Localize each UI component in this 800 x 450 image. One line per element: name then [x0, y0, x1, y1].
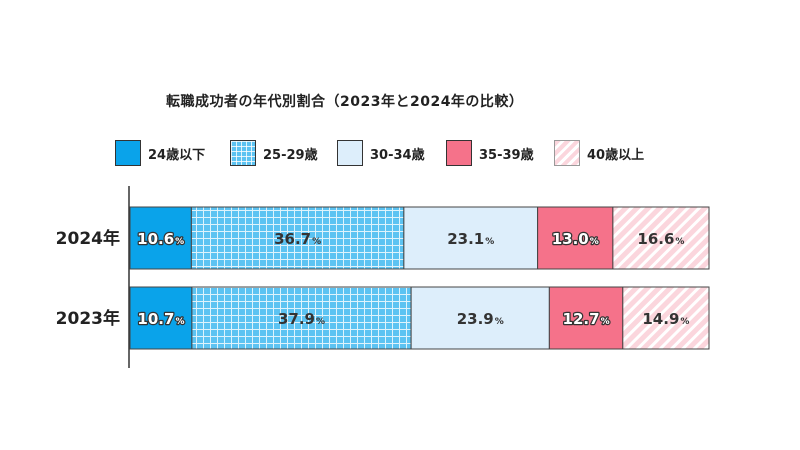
data-label-under-24-0: 10.6% — [137, 230, 184, 248]
bar-under-24-0 — [129, 206, 192, 270]
data-label-40-plus-1: 14.9% — [642, 310, 689, 328]
legend-item-40-plus: 40歳以上 — [554, 140, 644, 166]
bar-under-24-1 — [129, 286, 193, 350]
legend-item-25-29: 25-29歳 — [230, 140, 318, 166]
legend-label-30-34: 30-34歳 — [370, 147, 425, 163]
bar-40-plus-0 — [612, 206, 710, 270]
row-label-0: 2024年 — [56, 228, 120, 249]
chart-title: 転職成功者の年代別割合（2023年と2024年の比較） — [166, 94, 524, 110]
data-label-30-34-1: 23.9% — [457, 310, 504, 328]
legend-label-25-29: 25-29歳 — [263, 147, 318, 163]
bar-30-34-0 — [403, 206, 539, 270]
legend-swatch-30-34 — [337, 140, 363, 166]
data-label-35-39-0: 13.0% — [552, 230, 599, 248]
legend-label-40-plus: 40歳以上 — [587, 147, 645, 163]
legend-swatch-40-plus — [554, 140, 580, 166]
data-label-35-39-1: 12.7% — [563, 310, 610, 328]
bar-25-29-1 — [191, 286, 412, 350]
legend-swatch-25-29 — [230, 140, 256, 166]
legend-item-under-24: 24歳以下 — [115, 140, 205, 166]
legend-label-under-24: 24歳以下 — [148, 147, 206, 163]
bar-40-plus-1 — [622, 286, 710, 350]
legend-item-35-39: 35-39歳 — [446, 140, 534, 166]
data-label-25-29-0: 36.7% — [274, 230, 321, 248]
data-label-30-34-0: 23.1% — [447, 230, 494, 248]
legend-item-30-34: 30-34歳 — [337, 140, 425, 166]
bar-30-34-1 — [410, 286, 550, 350]
bar-25-29-0 — [190, 206, 405, 270]
legend-swatch-35-39 — [446, 140, 472, 166]
data-label-25-29-1: 37.9% — [278, 310, 325, 328]
data-label-40-plus-0: 16.6% — [637, 230, 684, 248]
data-label-under-24-1: 10.7% — [137, 310, 184, 328]
legend-swatch-under-24 — [115, 140, 141, 166]
row-label-1: 2023年 — [56, 308, 120, 329]
bar-35-39-1 — [548, 286, 624, 350]
legend-label-35-39: 35-39歳 — [479, 147, 534, 163]
